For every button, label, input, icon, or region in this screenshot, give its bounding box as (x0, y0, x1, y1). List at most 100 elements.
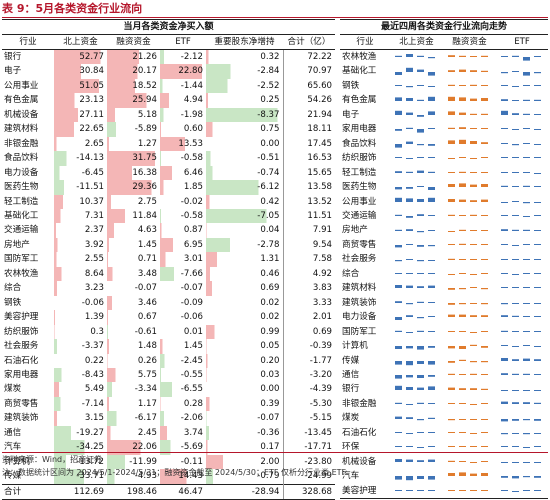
table-cell: -0.06 (54, 295, 107, 311)
week-bar (523, 389, 530, 391)
weekly-bars-cell (390, 310, 443, 324)
table-cell: -28.94 (251, 486, 280, 497)
weekly-bars (395, 96, 435, 101)
table-cell: 0.69 (282, 324, 336, 340)
week-bar (448, 302, 455, 305)
week-bar (417, 157, 424, 159)
weekly-bars-cell (496, 296, 548, 310)
right-column-header: 行业 (340, 34, 390, 50)
week-bar (501, 142, 508, 144)
weekly-bars-cell (496, 252, 548, 266)
week-bar (459, 314, 466, 318)
table-cell: -0.09 (160, 295, 206, 311)
week-bar (417, 245, 424, 247)
week-bar (470, 158, 477, 160)
industry-name: 电力设备 (4, 167, 39, 178)
weekly-bars-cell (390, 195, 443, 209)
industry-name: 美容护理 (4, 312, 39, 323)
weekly-bars (448, 489, 488, 491)
left-column-header: 北上资金 (54, 34, 107, 50)
table-row: 有色金属 23.13 25.94 4.94 0.25 54.26 (2, 93, 336, 108)
weekly-bars (501, 258, 541, 260)
week-bar (428, 301, 435, 303)
week-bar (470, 315, 477, 318)
weekly-bars (501, 287, 541, 289)
week-bar (481, 302, 488, 305)
table-cell: -0.55 (160, 367, 206, 383)
table-row: 农林牧渔 (340, 50, 548, 65)
table-cell: -3.20 (282, 367, 336, 383)
week-bar (448, 473, 455, 477)
week-bar (417, 489, 424, 491)
week-bar (406, 67, 413, 72)
industry-name: 建筑材料 (4, 124, 39, 135)
week-bar (428, 476, 435, 480)
table-cell: -0.02 (160, 194, 206, 209)
table-row: 轻工制造 10.37 2.75 -0.02 0.42 13.52 (2, 194, 336, 209)
week-bar (395, 416, 402, 419)
week-bar (406, 489, 413, 491)
week-bar (448, 274, 455, 276)
table-row: 公用事业 51.05 18.52 -1.44 -2.52 65.60 (2, 78, 336, 94)
week-bar (501, 215, 508, 217)
table-row: 综合 (340, 267, 548, 281)
table-title: 表 9：5月各类资金行业流向 (2, 0, 548, 18)
weekly-bars (395, 346, 435, 350)
table-cell: -0.79 (206, 469, 283, 485)
week-bar (534, 358, 541, 361)
week-bar (417, 476, 424, 480)
table-row: 传媒 (340, 354, 548, 368)
table-cell: -4.39 (282, 382, 336, 397)
industry-name: 机械设备 (4, 109, 39, 120)
week-bar (470, 345, 477, 347)
weekly-bars (448, 403, 488, 406)
table-cell: 14.43 (160, 469, 206, 485)
week-bar (448, 258, 455, 260)
weekly-bars (501, 476, 541, 479)
week-bar (534, 389, 541, 391)
table-cell: -2.84 (206, 64, 283, 79)
week-bar (523, 216, 530, 218)
week-bar (523, 85, 530, 87)
table-row: 交通运输 2.37 4.63 0.87 0.04 7.91 (2, 223, 336, 238)
week-bar (459, 418, 466, 420)
weekly-bars-cell (496, 310, 548, 324)
week-bar (459, 183, 466, 188)
table-cell: -3.34 (107, 382, 160, 397)
table-cell: 0.02 (206, 310, 283, 325)
table-cell: 0.02 (206, 295, 283, 311)
table-cell: 8.64 (54, 266, 107, 282)
right-column-header: 融资资金 (443, 34, 496, 50)
weekly-bars-cell (390, 426, 443, 440)
industry-name: 非银金融 (4, 138, 39, 149)
table-cell: 4.94 (160, 93, 206, 108)
table-cell: 0.26 (107, 353, 160, 368)
week-bar (406, 459, 413, 462)
week-bar (481, 346, 488, 349)
table-cell: 3.83 (282, 281, 336, 296)
industry-name: 通信 (342, 369, 360, 380)
weekly-bars (501, 433, 541, 435)
weekly-bars-cell (496, 339, 548, 353)
weekly-bars (448, 432, 488, 434)
table-row: 电力设备 (340, 310, 548, 324)
week-bar (501, 85, 508, 87)
table-cell: 31.75 (107, 151, 160, 166)
week-bar (395, 215, 402, 217)
week-bar (459, 288, 466, 290)
industry-name: 电力设备 (342, 312, 377, 323)
week-bar (481, 388, 488, 390)
week-bar (470, 473, 477, 477)
week-bar (459, 489, 466, 491)
week-bar (406, 112, 413, 116)
week-bar (406, 315, 413, 318)
week-bar (481, 374, 488, 376)
table-row: 房地产 3.92 1.45 6.95 -2.78 9.54 (2, 237, 336, 253)
week-bar (512, 358, 519, 361)
table-row: 农林牧渔 8.64 3.48 -7.66 0.46 4.92 (2, 266, 336, 282)
week-bar (448, 360, 455, 363)
week-bar (523, 461, 530, 463)
week-bar (448, 330, 455, 332)
table-cell: 2.65 (54, 136, 107, 152)
weekly-bars (501, 128, 541, 131)
